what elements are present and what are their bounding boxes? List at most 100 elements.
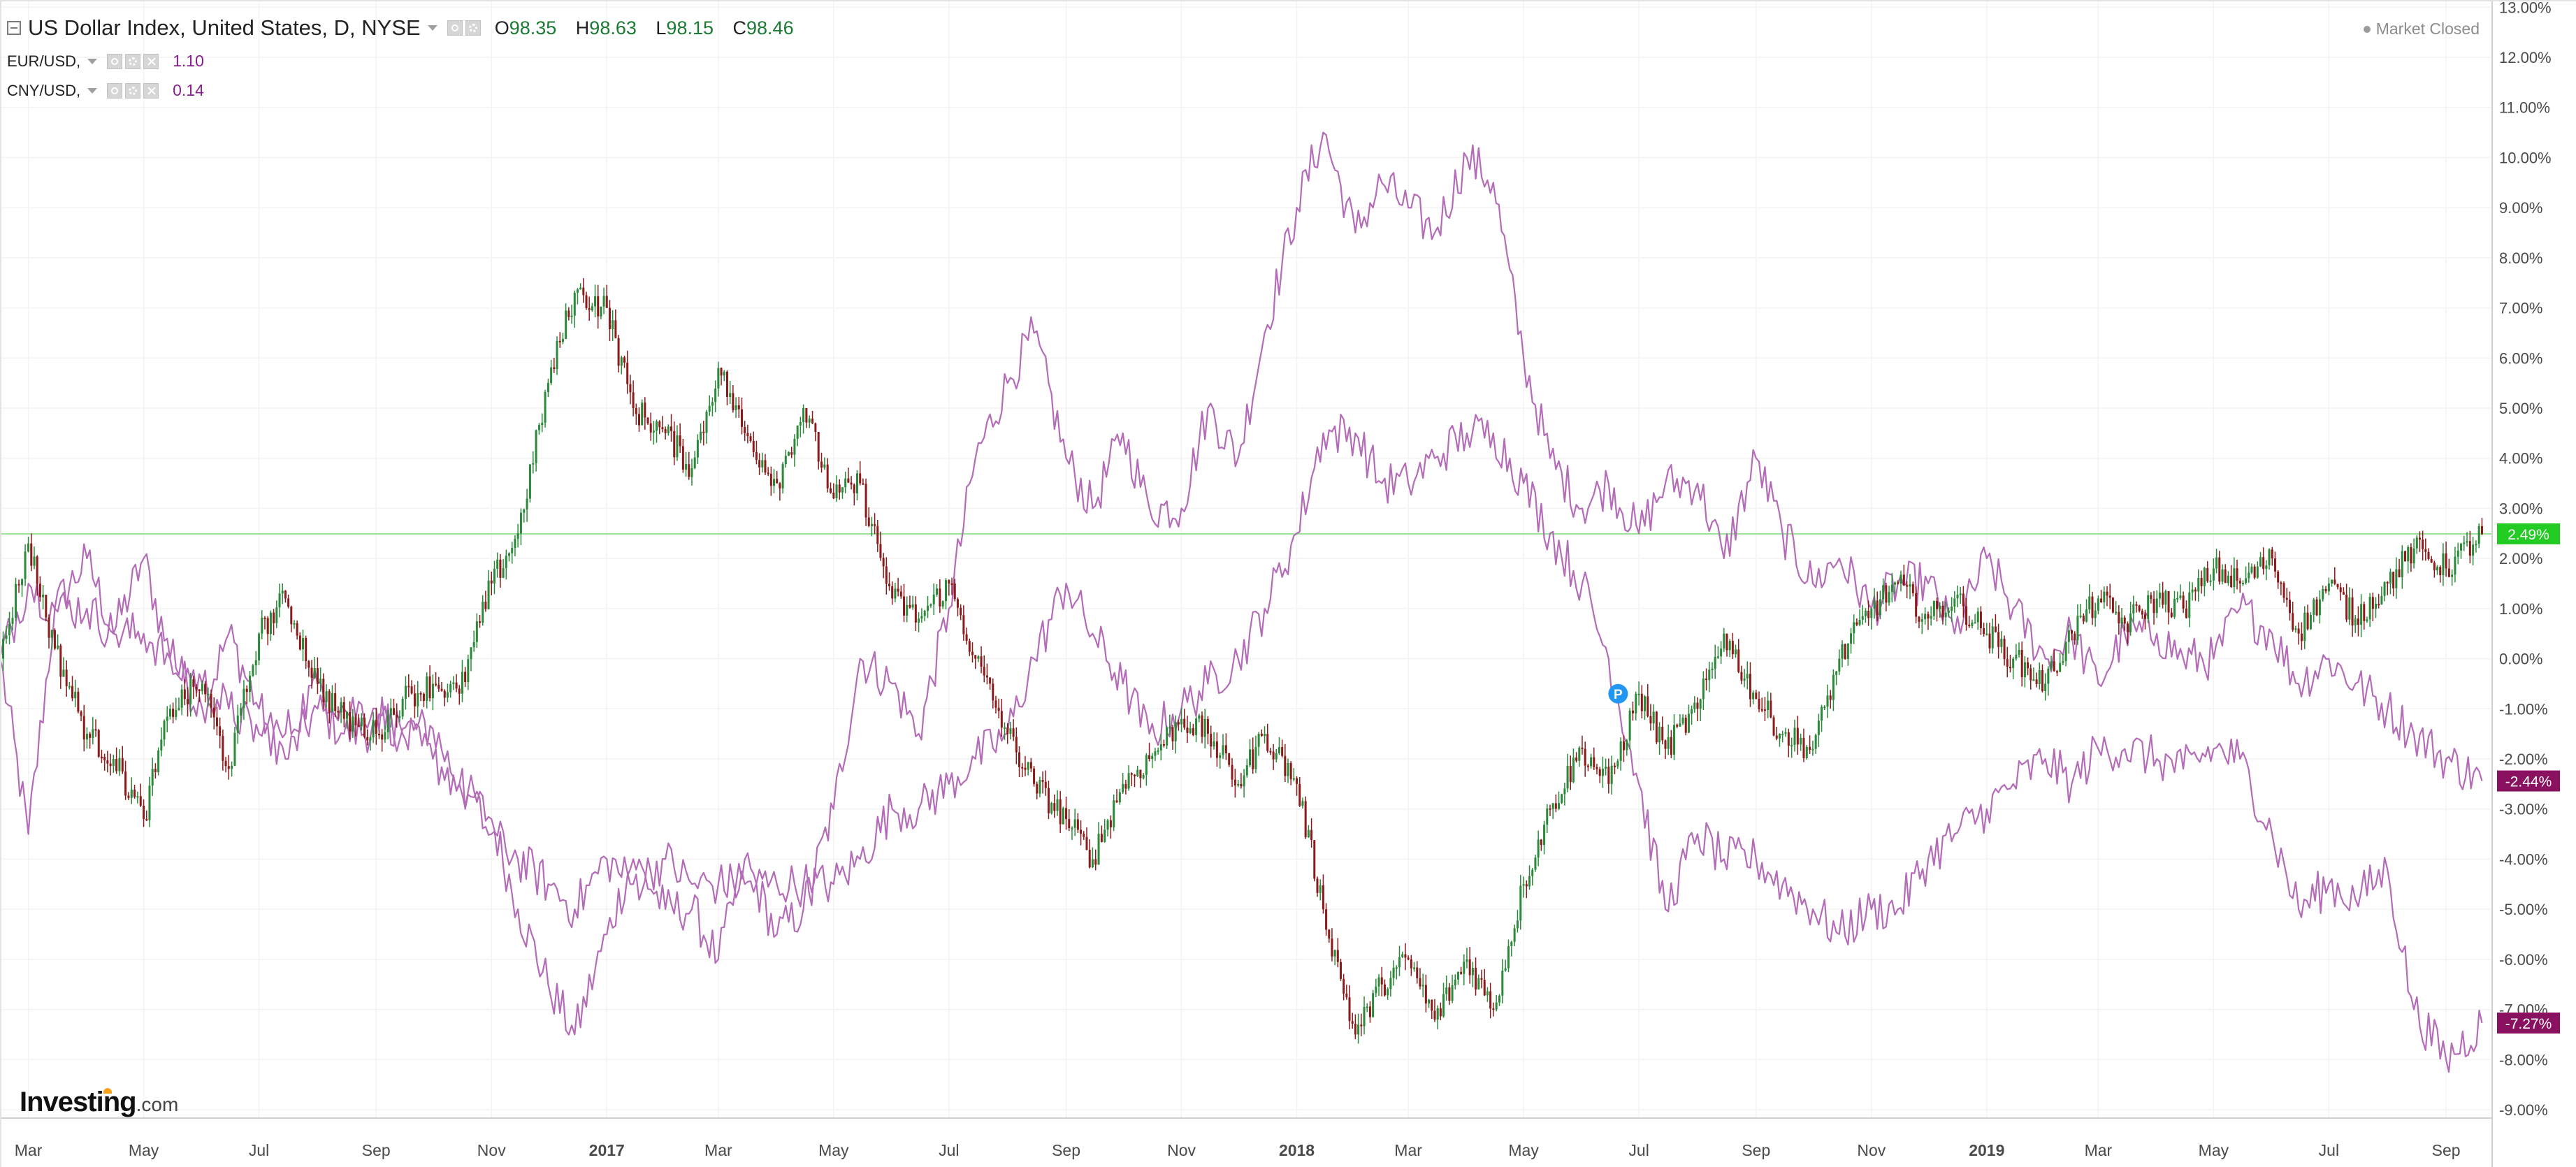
candle-body [1456,971,1459,980]
candle-body [1915,593,1918,617]
candle-body [428,676,431,699]
candle-body [106,760,109,764]
candle-body [1770,700,1772,718]
candle-body [82,716,85,740]
candle-body [1442,994,1445,1017]
candle-body [856,473,859,493]
candle-body [1249,749,1252,766]
candle-body [1861,616,1864,620]
candle-body [853,484,855,493]
candle-body [334,693,337,711]
chevron-down-icon[interactable] [87,87,98,94]
candle-body [452,682,455,684]
candle-body [1272,751,1275,760]
close-icon[interactable] [143,53,159,69]
candle-body [773,479,776,486]
candle-body [1436,1008,1439,1020]
candle-body [1243,775,1245,787]
candle-body [708,405,711,412]
y-tick-label: -6.00% [2499,951,2548,969]
candle-body [1148,755,1151,759]
candle-body [1578,747,1581,761]
candle-body [623,357,626,363]
candle-body [1345,993,1348,998]
gear-icon[interactable] [465,20,481,36]
eye-icon[interactable] [447,20,463,36]
candle-body [2064,642,2067,662]
candle-body [1124,783,1127,789]
candle-body [690,468,693,477]
candle-body [375,720,377,734]
candle-body [2206,567,2209,582]
candle-body [1522,884,1525,886]
candle-body [2371,597,2374,609]
candle-body [1985,633,1988,635]
gear-icon[interactable] [125,53,141,69]
candle-body [1115,800,1118,803]
candle-body [1000,711,1003,728]
candle-body [2191,589,2194,593]
candle-body [2,639,5,659]
candle-body [369,737,372,741]
candle-body [249,675,252,693]
candle-body [1790,745,1793,747]
candle-body [2306,612,2309,630]
gear-icon[interactable] [125,82,141,99]
collapse-icon[interactable] [7,21,21,35]
candle-body [1705,678,1708,681]
candle-body [911,604,914,608]
candle-body [1647,696,1649,716]
candle-body [275,607,278,623]
candle-body [1566,765,1569,789]
candle-body [2091,596,2094,618]
marker-layer: P [1608,683,1628,704]
candle-body [1936,600,1939,609]
candle-body [2412,548,2415,564]
candle-body [1902,574,1905,586]
candle-body [2100,598,2103,602]
candle-body [532,463,535,465]
candle-body [1392,967,1395,978]
y-tick-label: -9.00% [2499,1101,2548,1119]
candle-body [443,690,446,698]
candle-body [487,580,490,609]
candle-body [310,667,313,679]
candle-body [1882,585,1885,600]
candle-body [1109,820,1112,827]
candle-body [968,641,971,652]
investing-logo[interactable]: Investing.com [20,1087,178,1118]
candle-body [1755,693,1758,699]
candle-body [1723,633,1725,649]
candle-body [261,617,263,634]
candle-body [920,616,923,619]
eye-icon[interactable] [107,53,123,69]
candle-body [1331,938,1333,957]
candle-body [725,371,728,398]
y-tick-label: -2.00% [2499,751,2548,768]
candle-body [2288,600,2291,614]
candle-body [948,580,950,584]
eye-icon[interactable] [107,82,123,99]
candle-body [591,306,593,311]
x-tick-label: Mar [1394,1141,1422,1159]
candle-body [1735,649,1737,655]
candle-body [1404,954,1407,958]
x-tick-label: Jul [249,1141,269,1159]
candle-body [632,392,635,408]
candle-body [92,729,94,738]
candle-body [656,421,658,431]
chevron-down-icon[interactable] [427,25,437,31]
candle-body [426,676,428,702]
candle-body [337,711,340,713]
candle-body [994,700,997,708]
candle-body [293,623,296,625]
x-tick-label: Mar [704,1141,732,1159]
candle-body [94,729,97,731]
candle-body [2451,574,2454,577]
chevron-down-icon[interactable] [87,58,98,64]
candle-body [2020,650,2023,677]
candle-body [2241,583,2244,585]
close-icon[interactable] [143,82,159,99]
candle-body [2401,551,2403,578]
